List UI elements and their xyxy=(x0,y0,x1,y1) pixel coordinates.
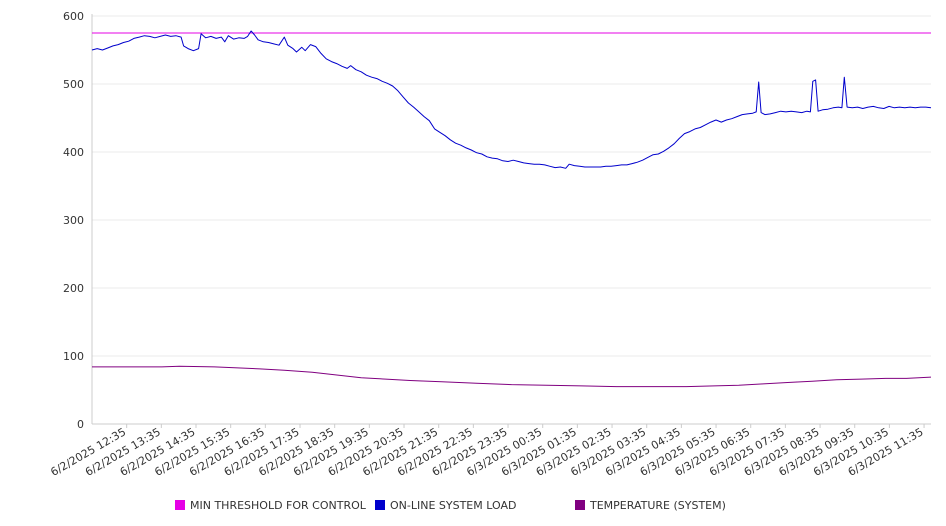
x-axis-tick-labels: 6/2/2025 12:356/2/2025 13:356/2/2025 14:… xyxy=(48,425,925,479)
legend-label-system-load: ON-LINE SYSTEM LOAD xyxy=(390,498,517,512)
legend-label-temperature: TEMPERATURE (SYSTEM) xyxy=(590,498,726,512)
y-tick-label: 300 xyxy=(63,214,84,227)
series-line-system-load xyxy=(91,30,932,169)
y-tick-label: 200 xyxy=(63,282,84,295)
y-axis-tick-labels: 0 100 200 300 400 500 600 xyxy=(63,10,84,431)
y-tick-label: 100 xyxy=(63,350,84,363)
legend-item-temperature[interactable]: TEMPERATURE (SYSTEM) xyxy=(575,497,726,513)
series-lines xyxy=(91,30,932,388)
gridlines xyxy=(92,15,931,357)
legend: MIN THRESHOLD FOR CONTROL ON-LINE SYSTEM… xyxy=(0,497,946,515)
axes xyxy=(91,14,931,428)
y-tick-label: 400 xyxy=(63,146,84,159)
legend-swatch-system-load xyxy=(375,500,385,510)
y-tick-label: 600 xyxy=(63,10,84,23)
legend-swatch-temperature xyxy=(575,500,585,510)
legend-label-min-threshold: MIN THRESHOLD FOR CONTROL xyxy=(190,498,366,512)
y-tick-label: 0 xyxy=(77,418,84,431)
legend-item-min-threshold[interactable]: MIN THRESHOLD FOR CONTROL xyxy=(175,497,366,513)
legend-item-system-load[interactable]: ON-LINE SYSTEM LOAD xyxy=(375,497,516,513)
legend-swatch-min-threshold xyxy=(175,500,185,510)
y-tick-label: 500 xyxy=(63,78,84,91)
series-line-temperature xyxy=(92,365,932,388)
